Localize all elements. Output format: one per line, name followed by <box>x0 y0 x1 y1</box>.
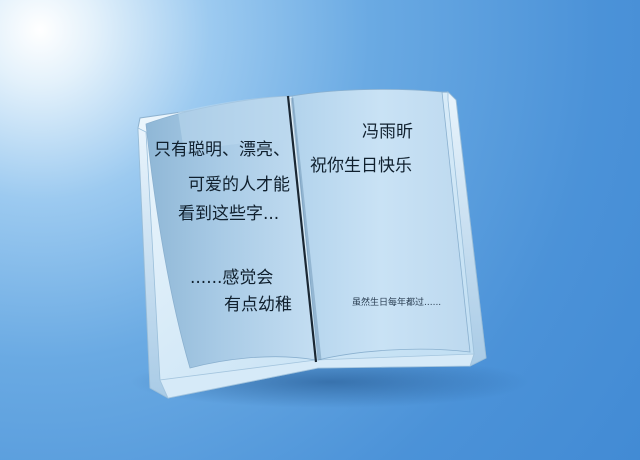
right-page-footnote: 虽然生日每年都过...... <box>352 298 442 308</box>
left-page-line-2: 可爱的人才能 <box>188 175 290 195</box>
right-page-greeting: 祝你生日快乐 <box>310 156 412 176</box>
left-page-line-4: ......感觉会 <box>190 268 274 288</box>
right-page-name: 冯雨昕 <box>362 122 413 142</box>
left-page-line-1: 只有聪明、漂亮、 <box>154 140 290 160</box>
book-spine-gutter <box>286 95 318 363</box>
left-page-line-5: 有点幼稚 <box>224 295 292 315</box>
left-page-fold <box>178 96 292 152</box>
right-page <box>291 88 471 361</box>
book-spine-shadow <box>290 97 322 361</box>
left-page-line-3: 看到这些字... <box>178 204 280 224</box>
